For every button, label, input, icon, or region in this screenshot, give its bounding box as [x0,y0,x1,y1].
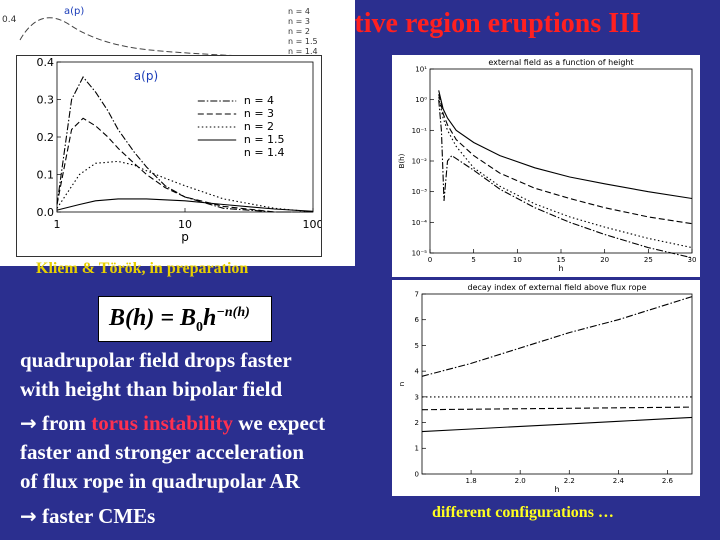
back-legend-entry: n = 4 [288,7,310,16]
configurations-caption: different configurations … [432,504,614,521]
legend-entry: n = 1.4 [244,146,285,159]
y-tick-label: 10⁻¹ [412,127,428,135]
plot-frame [429,68,693,254]
back-legend-entry: n = 1.4 [288,47,318,56]
y-axis-label: B(h) [398,153,406,168]
y-tick-label: 0.2 [37,131,55,144]
series-line [56,198,314,212]
x-axis-label: h [554,485,559,494]
legend-entry: n = 4 [244,94,274,107]
y-tick-label: 0.3 [37,93,55,106]
text-line-3-pre: from [42,411,92,435]
series-line [56,76,313,213]
y-tick-label: 10⁻² [412,157,428,165]
x-tick-label: 2.6 [662,477,674,485]
series-line [56,117,313,213]
back-legend-entry: n = 2 [288,27,310,36]
y-tick-label: 3 [415,393,419,401]
arrow-icon: → [20,504,37,528]
x-tick-label: 2.0 [515,477,526,485]
text-line-6-text: faster CMEs [42,504,156,528]
x-tick-label: 20 [600,256,609,264]
y-tick-label: 5 [415,342,419,350]
series-line [421,406,693,411]
formula-sub: 0 [196,319,204,335]
formula-exponent: −n(h) [216,305,250,320]
text-line-6: → faster CMEs [20,504,390,529]
x-tick-label: 10 [513,256,522,264]
series-line [421,416,693,433]
chart-decay-index: decay index of external field above flux… [392,280,700,496]
arrow-icon: → [20,411,37,435]
x-tick-label: 2.2 [564,477,575,485]
x-tick-label: 10 [178,218,192,231]
formula-lhs: B(h) = B [109,305,197,331]
x-tick-label: 1.8 [466,477,477,485]
slide-title: ctive region eruptions III [342,8,641,39]
x-tick-label: 1 [54,218,61,231]
series-line [438,97,693,249]
series-line [438,99,693,259]
back-legend: n = 4 n = 3 n = 2 n = 1.5 n = 1.4 [288,7,318,56]
x-tick-label: 30 [688,256,697,264]
y-tick-label: 10⁻⁴ [412,219,428,227]
text-line-2: with height than bipolar field [20,377,283,401]
y-tick-label: 7 [415,290,419,298]
y-tick-label: 10⁰ [415,96,427,104]
x-tick-label: 5 [471,256,475,264]
y-tick-label: 10¹ [415,65,427,73]
y-tick-label: 4 [415,368,420,376]
legend-entry: n = 1.5 [244,133,285,146]
x-tick-label: 100 [303,218,323,231]
y-tick-label: 0.4 [37,56,55,69]
chart-title: decay index of external field above flux… [468,283,647,292]
y-tick-label: 6 [415,316,420,324]
x-tick-label: 15 [557,256,566,264]
y-tick-label: 10⁻⁵ [412,249,428,257]
back-ytick: 0.4 [2,15,17,25]
chart-external-field: external field as a function of height 0 5… [392,55,700,277]
series-line [421,296,693,377]
x-axis-label: p [181,230,189,244]
legend-entry: n = 3 [244,107,274,120]
citation: Kliem & Török, in preparation [36,260,249,277]
x-tick-label: 25 [644,256,653,264]
back-legend-entry: n = 1.5 [288,37,318,46]
y-tick-label: 0 [415,470,419,478]
chart-title: external field as a function of height [488,58,633,67]
y-tick-label: 0.1 [37,168,55,181]
y-axis-label: n [398,382,406,386]
text-line-3-post: we expect [232,411,326,435]
text-line-3: → from torus instability we expect [20,411,390,436]
y-tick-label: 0.0 [37,206,55,219]
x-axis-label: h [558,264,563,273]
y-tick-label: 2 [415,419,419,427]
back-legend-entry: n = 3 [288,17,310,26]
formula-base: h [203,305,217,331]
text-line-1: quadrupolar field drops faster [20,348,292,372]
series-line [56,160,314,213]
x-tick-label: 2.4 [613,477,625,485]
text-line-5: of flux rope in quadrupolar AR [20,469,300,493]
text-line-4: faster and stronger acceleration [20,440,305,464]
x-tick-label: 0 [428,256,432,264]
series-line [438,94,693,225]
series-line [438,90,693,200]
y-tick-label: 10⁻³ [412,188,428,196]
torus-instability-highlight: torus instability [91,411,233,435]
legend-entry: n = 2 [244,120,274,133]
plot-label: a(p) [134,69,158,83]
plot-frame [421,293,693,475]
formula-box: B(h) = B0h−n(h) [98,296,272,342]
back-plot-label: a(p) [64,6,84,17]
formula: B(h) = B0h−n(h) [109,305,250,336]
y-tick-label: 1 [415,445,419,453]
